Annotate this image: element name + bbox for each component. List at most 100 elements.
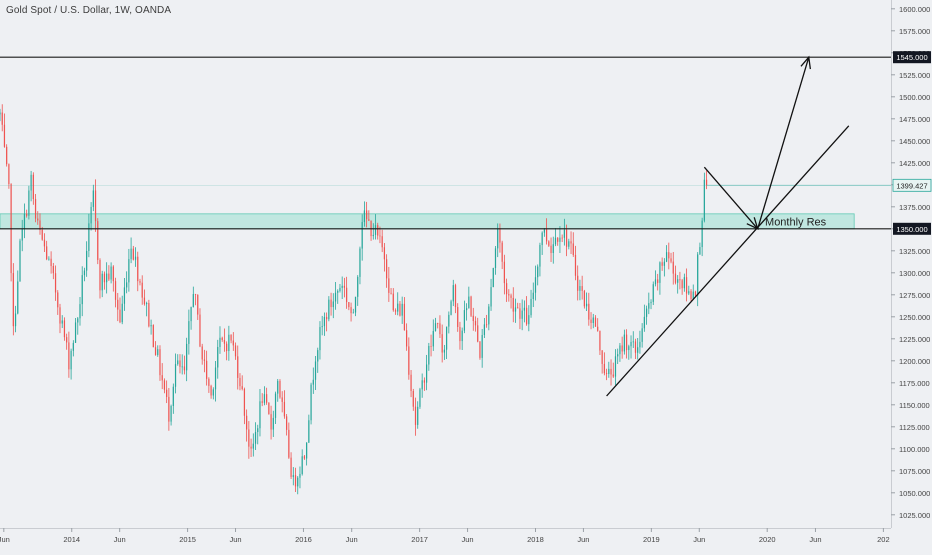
x-tick-label: Jun [577, 535, 589, 544]
candle-body [410, 374, 412, 392]
candle-body [619, 345, 621, 355]
candle-body [252, 443, 254, 449]
candle-body [552, 244, 554, 254]
candle-body [328, 299, 330, 320]
candle-body [632, 341, 634, 343]
candle-body [166, 389, 168, 397]
candle-body [701, 220, 703, 248]
candle-body [139, 281, 141, 283]
candle-body [441, 334, 443, 353]
candle-body [521, 310, 523, 319]
candle-body [419, 389, 421, 407]
candle-body [648, 303, 650, 309]
x-tick-label: 2019 [643, 535, 660, 544]
candle-body [3, 124, 6, 147]
x-tick-label: Jun [0, 535, 10, 544]
candle-body [70, 350, 72, 370]
candle-body [559, 237, 561, 242]
candle-body [430, 345, 432, 347]
candle-body [454, 285, 457, 308]
candle-body [561, 237, 563, 239]
candle-body [519, 308, 521, 319]
candle-body [61, 320, 63, 324]
candle-body [705, 179, 708, 186]
candle-body [568, 241, 570, 247]
candle-body [690, 291, 692, 300]
candle-body [248, 429, 250, 447]
candle-body [1, 112, 3, 125]
candle-body [41, 229, 43, 240]
candle-body [474, 321, 477, 326]
candle-body [194, 294, 197, 295]
candle-body [445, 326, 448, 350]
candle-body [563, 229, 565, 238]
candle-body [579, 286, 581, 291]
candle-body [170, 405, 172, 422]
candle-body [443, 349, 446, 353]
candle-body [214, 367, 217, 390]
candle-body [117, 299, 119, 310]
candle-body [99, 259, 101, 291]
candle-body [585, 303, 588, 307]
y-tick-label: 1325.000 [899, 247, 930, 256]
candle-body [639, 341, 641, 348]
y-axis-background [891, 0, 932, 550]
y-tick-label: 1275.000 [899, 291, 930, 300]
candle-body [141, 282, 143, 298]
candle-body [523, 307, 525, 311]
candle-body [90, 206, 92, 224]
candle-body [437, 323, 439, 325]
candle-body [581, 286, 583, 291]
candle-body [485, 324, 488, 326]
x-tick-label: 202 [877, 535, 890, 544]
candle-body [226, 343, 228, 352]
candle-body [565, 229, 568, 247]
candle-body [574, 254, 577, 276]
candle-body [212, 389, 214, 396]
y-tick-label: 1575.000 [899, 27, 930, 36]
candle-body [163, 380, 166, 390]
candle-body [654, 279, 657, 285]
x-tick-label: Jun [229, 535, 241, 544]
candle-body [50, 258, 52, 267]
candle-body [386, 259, 388, 279]
candle-body [350, 307, 352, 314]
candle-body [259, 401, 261, 429]
candle-body [241, 386, 243, 390]
candle-body [188, 321, 190, 344]
candle-body [497, 228, 499, 249]
candle-body [63, 320, 66, 338]
candle-body [426, 364, 428, 383]
candle-body [217, 347, 219, 368]
candle-body [121, 303, 123, 323]
candle-body [150, 325, 152, 327]
candle-body [261, 401, 263, 403]
candle-body [625, 334, 628, 351]
candle-body [317, 350, 319, 362]
candle-body [174, 364, 177, 387]
candle-body [110, 266, 112, 280]
candle-body [221, 337, 223, 340]
y-tick-label: 1375.000 [899, 203, 930, 212]
candle-body [59, 307, 61, 324]
candle-body [554, 237, 557, 245]
candle-body [123, 287, 126, 304]
candle-body [499, 228, 501, 243]
candle-body [26, 213, 28, 216]
candle-body [670, 258, 672, 262]
candle-body [479, 341, 481, 358]
candle-body [68, 342, 70, 370]
candle-body [232, 340, 234, 346]
candle-body [223, 339, 226, 344]
candle-body [154, 347, 157, 355]
candle-body [270, 414, 272, 430]
candle-body [494, 248, 497, 268]
x-tick-label: 2020 [759, 535, 776, 544]
candle-body [366, 210, 368, 220]
candle-body [243, 389, 246, 416]
candle-body [279, 380, 281, 398]
candle-body [588, 303, 590, 320]
candle-body [177, 360, 179, 365]
